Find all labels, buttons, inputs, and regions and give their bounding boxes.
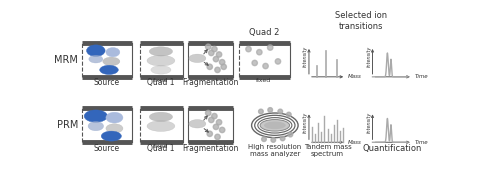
Ellipse shape xyxy=(103,57,120,66)
Text: Intensity: Intensity xyxy=(366,112,372,133)
Text: MRM: MRM xyxy=(54,55,78,65)
Circle shape xyxy=(221,64,226,70)
Text: High resolution
mass analyzer: High resolution mass analyzer xyxy=(248,144,302,157)
Text: Quad 1: Quad 1 xyxy=(147,78,174,87)
Circle shape xyxy=(280,136,285,141)
Ellipse shape xyxy=(151,66,171,74)
Text: fixed: fixed xyxy=(256,78,272,83)
Text: Tandem mass
spectrum: Tandem mass spectrum xyxy=(304,144,352,157)
Circle shape xyxy=(220,127,225,133)
Circle shape xyxy=(213,56,218,62)
Text: Time: Time xyxy=(414,140,428,145)
Text: Selected ion
transitions: Selected ion transitions xyxy=(335,11,387,31)
Circle shape xyxy=(278,109,282,114)
Text: fixed: fixed xyxy=(154,144,168,149)
Circle shape xyxy=(207,131,212,137)
Circle shape xyxy=(213,124,218,129)
Circle shape xyxy=(215,134,220,140)
Circle shape xyxy=(263,63,268,69)
Circle shape xyxy=(286,112,291,117)
Circle shape xyxy=(212,46,217,52)
Ellipse shape xyxy=(84,110,108,122)
Circle shape xyxy=(271,138,276,142)
Circle shape xyxy=(216,120,222,125)
Ellipse shape xyxy=(147,121,175,131)
Ellipse shape xyxy=(106,124,123,133)
Ellipse shape xyxy=(147,55,175,66)
Circle shape xyxy=(288,132,292,137)
Circle shape xyxy=(262,137,266,142)
Circle shape xyxy=(275,59,280,64)
Text: Fragmentation: Fragmentation xyxy=(182,144,238,153)
Ellipse shape xyxy=(100,65,118,74)
Circle shape xyxy=(252,60,258,66)
Ellipse shape xyxy=(150,112,172,121)
Ellipse shape xyxy=(88,121,104,131)
Ellipse shape xyxy=(150,47,172,56)
Circle shape xyxy=(207,64,212,70)
Text: Intensity: Intensity xyxy=(303,112,308,133)
Circle shape xyxy=(268,45,273,50)
Text: Quad 1: Quad 1 xyxy=(147,144,174,153)
Text: Source: Source xyxy=(94,78,120,87)
Circle shape xyxy=(212,113,217,119)
Circle shape xyxy=(206,110,211,116)
Ellipse shape xyxy=(106,112,123,123)
Text: Mass: Mass xyxy=(348,140,362,145)
Circle shape xyxy=(215,67,220,73)
Ellipse shape xyxy=(189,54,206,63)
Circle shape xyxy=(256,49,262,55)
Circle shape xyxy=(208,117,214,123)
Ellipse shape xyxy=(86,45,105,56)
Circle shape xyxy=(216,52,222,57)
Text: PRM: PRM xyxy=(56,120,78,130)
Text: Mass: Mass xyxy=(348,74,362,79)
Circle shape xyxy=(258,109,263,114)
Text: Source: Source xyxy=(94,144,120,153)
Ellipse shape xyxy=(189,120,206,128)
Circle shape xyxy=(268,108,272,112)
Text: fixed: fixed xyxy=(154,78,168,83)
Text: Intensity: Intensity xyxy=(366,46,372,67)
Ellipse shape xyxy=(260,120,290,131)
Text: Quantification: Quantification xyxy=(363,144,422,153)
Ellipse shape xyxy=(89,55,103,63)
Ellipse shape xyxy=(101,131,121,141)
Circle shape xyxy=(206,44,211,49)
Text: Quad 2: Quad 2 xyxy=(249,28,279,37)
Text: Intensity: Intensity xyxy=(303,46,308,67)
Text: Fragmentation: Fragmentation xyxy=(182,78,238,87)
Circle shape xyxy=(220,59,225,65)
Ellipse shape xyxy=(264,121,285,129)
Circle shape xyxy=(208,50,214,56)
Circle shape xyxy=(246,46,251,52)
Ellipse shape xyxy=(106,48,120,57)
Text: Time: Time xyxy=(414,74,428,79)
